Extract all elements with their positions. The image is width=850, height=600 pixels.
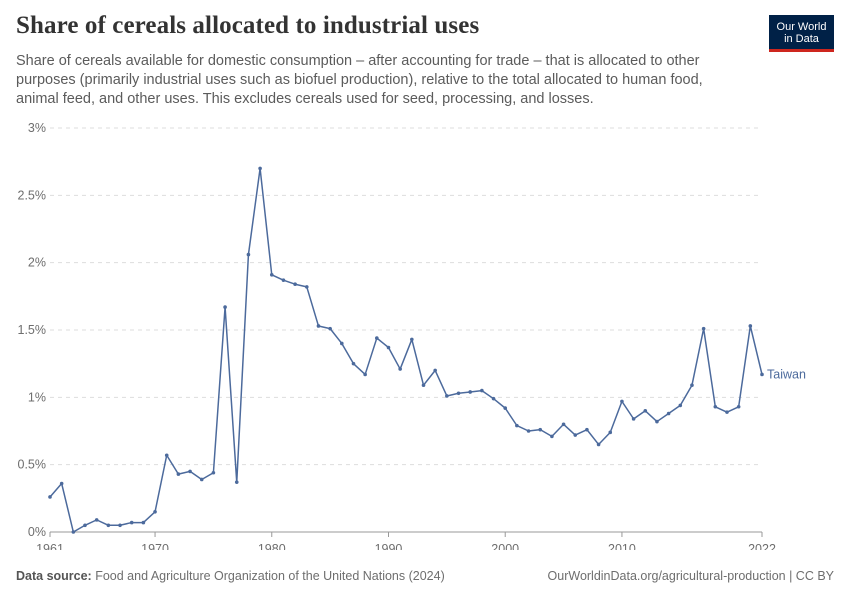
- data-point[interactable]: [153, 510, 157, 514]
- data-point[interactable]: [655, 419, 659, 424]
- data-point[interactable]: [515, 423, 519, 428]
- series-layer: Taiwan: [48, 166, 806, 534]
- data-point[interactable]: [328, 326, 332, 331]
- data-point[interactable]: [386, 345, 391, 350]
- owid-logo[interactable]: Our World in Data: [769, 15, 834, 52]
- x-tick-label: 1961: [36, 542, 64, 550]
- data-point[interactable]: [164, 453, 169, 458]
- y-tick-label: 3%: [28, 121, 46, 135]
- x-tick-label: 1990: [375, 542, 403, 550]
- data-point[interactable]: [678, 403, 683, 408]
- data-point[interactable]: [666, 411, 671, 416]
- data-source-label: Data source:: [16, 569, 92, 583]
- data-point[interactable]: [701, 326, 706, 331]
- line-chart: 0% 0.5% 1% 1.5% 2% 2.5% 3% 1961 1970 1980 1990 2000…: [18, 121, 806, 550]
- data-point[interactable]: [608, 430, 613, 435]
- x-tick-label: 2022: [748, 542, 776, 550]
- data-point[interactable]: [340, 341, 344, 346]
- data-point[interactable]: [129, 520, 134, 525]
- data-point[interactable]: [398, 367, 402, 371]
- y-tick-label: 0.5%: [18, 458, 47, 472]
- data-point[interactable]: [421, 383, 426, 388]
- data-point[interactable]: [351, 361, 356, 366]
- data-point[interactable]: [316, 324, 321, 328]
- data-point[interactable]: [596, 442, 601, 447]
- data-point[interactable]: [293, 282, 297, 287]
- data-point[interactable]: [503, 406, 508, 410]
- data-point[interactable]: [234, 480, 239, 484]
- y-tick-label: 2%: [28, 256, 46, 270]
- series-label[interactable]: Taiwan: [767, 367, 806, 381]
- data-point[interactable]: [690, 383, 694, 388]
- logo-line-1: Our World: [776, 21, 827, 33]
- data-point[interactable]: [713, 404, 718, 409]
- data-point[interactable]: [258, 166, 262, 171]
- data-point[interactable]: [94, 518, 99, 522]
- data-point[interactable]: [48, 495, 52, 499]
- data-point[interactable]: [118, 523, 122, 528]
- data-point[interactable]: [561, 422, 566, 427]
- x-tick-label: 1970: [141, 542, 169, 550]
- data-point[interactable]: [736, 404, 741, 409]
- data-point[interactable]: [585, 427, 589, 432]
- series-line-taiwan[interactable]: [49, 167, 763, 533]
- data-point[interactable]: [491, 396, 496, 401]
- data-point[interactable]: [410, 337, 414, 342]
- data-point[interactable]: [620, 399, 624, 404]
- data-point[interactable]: [643, 409, 648, 413]
- data-point[interactable]: [375, 336, 379, 340]
- data-source-text: Food and Agriculture Organization of the…: [95, 569, 445, 583]
- data-point[interactable]: [281, 278, 286, 282]
- footer-link[interactable]: OurWorldinData.org/agricultural-producti…: [547, 569, 834, 583]
- x-tick-label: 1980: [258, 542, 286, 550]
- data-point[interactable]: [83, 523, 87, 528]
- data-point[interactable]: [760, 372, 764, 377]
- y-tick-label: 1.5%: [18, 323, 47, 337]
- data-point[interactable]: [363, 372, 367, 377]
- data-point[interactable]: [468, 390, 472, 394]
- chart-subtitle: Share of cereals available for domestic …: [16, 53, 703, 107]
- data-point[interactable]: [199, 477, 204, 482]
- data-point[interactable]: [480, 388, 484, 393]
- data-point[interactable]: [71, 530, 76, 534]
- logo-line-2: in Data: [784, 33, 819, 45]
- data-point[interactable]: [573, 433, 578, 437]
- data-point[interactable]: [223, 305, 227, 309]
- data-point[interactable]: [550, 434, 554, 439]
- data-source: Data source: Food and Agriculture Organi…: [16, 569, 445, 583]
- data-point[interactable]: [211, 470, 216, 475]
- grid-layer: [50, 127, 762, 466]
- axis-layer: 0% 0.5% 1% 1.5% 2% 2.5% 3% 1961 1970 1980 1990 2000…: [18, 121, 776, 550]
- data-point[interactable]: [456, 391, 461, 396]
- data-point[interactable]: [269, 272, 274, 277]
- data-point[interactable]: [246, 252, 251, 257]
- data-point[interactable]: [631, 417, 636, 421]
- y-tick-label: 1%: [28, 390, 46, 404]
- data-point[interactable]: [141, 520, 146, 525]
- data-point[interactable]: [106, 523, 111, 528]
- chart-title: Share of cereals allocated to industrial…: [16, 12, 480, 39]
- data-point[interactable]: [748, 324, 753, 328]
- data-point[interactable]: [304, 285, 309, 289]
- y-tick-label: 0%: [28, 525, 46, 539]
- data-point[interactable]: [59, 481, 64, 486]
- data-point[interactable]: [526, 429, 531, 433]
- data-point[interactable]: [188, 469, 192, 474]
- data-point[interactable]: [538, 427, 543, 432]
- data-point[interactable]: [433, 368, 437, 373]
- x-tick-label: 2010: [608, 542, 636, 550]
- data-point[interactable]: [176, 472, 181, 476]
- x-tick-label: 2000: [491, 542, 519, 550]
- data-point[interactable]: [725, 410, 729, 414]
- y-tick-label: 2.5%: [18, 188, 47, 202]
- data-point[interactable]: [445, 394, 449, 398]
